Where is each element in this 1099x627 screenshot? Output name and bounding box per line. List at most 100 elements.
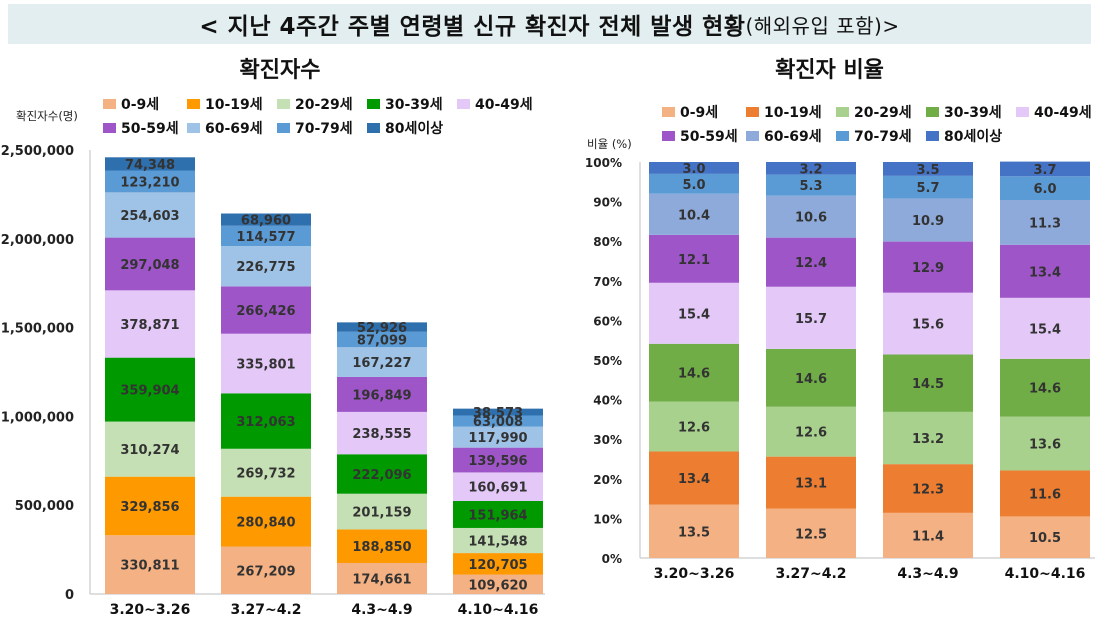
ratio-legend-swatch [1016, 107, 1029, 117]
ratio-legend-item: 0-9세 [662, 102, 746, 122]
ratio-data-label: 11.6 [1029, 487, 1061, 502]
ratio-data-label: 3.0 [682, 162, 705, 177]
ratio-bar-segment [1000, 244, 1090, 298]
count-data-label: 266,426 [236, 304, 295, 319]
count-bar-segment [105, 357, 195, 422]
ratio-legend-label: 70-79세 [854, 129, 912, 145]
count-bar-segment [221, 246, 311, 287]
count-data-label: 117,990 [468, 431, 527, 446]
count-data-label: 123,210 [120, 175, 179, 190]
count-bar-segment [337, 493, 427, 530]
count-bar-segment [337, 562, 427, 594]
ratio-data-label: 3.2 [799, 162, 822, 177]
ratio-chart-legend: 0-9세 10-19세 20-29세 30-39세 40-49세 50-59세 60-69세… [662, 102, 1099, 146]
ratio-data-label: 15.6 [912, 318, 944, 333]
count-data-label: 74,348 [125, 158, 175, 173]
ratio-y-tick-label: 70% [593, 275, 622, 289]
ratio-data-label: 12.1 [678, 253, 710, 268]
count-legend-swatch [277, 123, 290, 133]
count-legend-label: 0-9세 [121, 97, 160, 113]
count-legend-label: 20-29세 [295, 97, 353, 113]
count-data-label: 312,063 [236, 415, 295, 430]
ratio-legend-swatch [746, 131, 759, 141]
ratio-legend-label: 40-49세 [1034, 105, 1092, 121]
ratio-data-label: 6.0 [1033, 182, 1056, 197]
count-data-label: 167,227 [352, 356, 411, 371]
count-chart: 0 500,000 1,000,000 1,500,000 2,000,000 2,500… [1, 144, 545, 618]
ratio-legend-item: 10-19세 [746, 102, 836, 122]
ratio-legend-swatch [926, 107, 939, 117]
ratio-legend-item: 80세이상 [926, 126, 1016, 146]
count-y-tick-label: 0 [65, 588, 74, 603]
ratio-legend-swatch [662, 131, 675, 141]
ratio-legend-label: 10-19세 [764, 105, 822, 121]
ratio-bar-segment [1000, 200, 1090, 245]
count-bar-segment [221, 333, 311, 394]
ratio-y-tick-label: 10% [593, 512, 622, 526]
count-legend-item: 60-69세 [187, 118, 277, 138]
count-chart-title: 확진자수 [239, 58, 321, 83]
ratio-x-tick-label: 4.10~4.16 [1005, 566, 1086, 582]
count-data-label: 114,577 [236, 230, 295, 245]
count-legend-item: 10-19세 [187, 94, 277, 114]
ratio-bar-segment [766, 286, 856, 349]
count-data-label: 267,209 [236, 564, 295, 579]
ratio-data-label: 12.6 [678, 421, 710, 436]
ratio-bar-segment [1000, 470, 1090, 517]
count-data-label: 329,856 [120, 500, 179, 515]
count-bar-segment [337, 331, 427, 348]
count-bar-segment [453, 574, 543, 594]
ratio-legend-label: 80세이상 [944, 129, 1003, 145]
ratio-data-label: 14.6 [1029, 382, 1061, 397]
ratio-legend-swatch [662, 107, 675, 117]
count-data-label: 188,850 [352, 540, 411, 555]
ratio-legend-item: 50-59세 [662, 126, 746, 146]
count-bar-segment [453, 472, 543, 501]
count-bar-segment [105, 170, 195, 193]
ratio-bar-segment [883, 175, 973, 199]
ratio-data-label: 14.6 [678, 367, 710, 382]
count-bar-segment [221, 546, 311, 594]
count-legend-item: 50-59세 [103, 118, 187, 138]
count-bar-segment [453, 426, 543, 448]
count-bar-segment [453, 500, 543, 528]
ratio-y-tick-label: 50% [593, 354, 622, 368]
count-data-label: 141,548 [468, 535, 527, 550]
count-bar-segment [453, 527, 543, 554]
count-legend-label: 70-79세 [295, 121, 353, 137]
ratio-bar-segment [1000, 416, 1090, 471]
count-bar-segment [221, 496, 311, 547]
ratio-data-label: 14.5 [912, 377, 944, 392]
ratio-bar-segment [766, 348, 856, 407]
ratio-bar-segment [766, 508, 856, 558]
count-legend-item: 80세이상 [367, 118, 457, 138]
count-data-label: 378,871 [120, 318, 179, 333]
ratio-y-tick-label: 80% [593, 235, 622, 249]
count-legend-item: 30-39세 [367, 94, 457, 114]
count-data-label: 160,691 [468, 481, 527, 496]
count-data-label: 359,904 [120, 384, 179, 399]
count-bar-segment [105, 157, 195, 171]
count-x-tick-label: 4.10~4.16 [458, 602, 539, 618]
ratio-bar-segment [766, 237, 856, 287]
ratio-legend-label: 60-69세 [764, 129, 822, 145]
ratio-legend-item: 70-79세 [836, 126, 926, 146]
count-bar-segment [105, 535, 195, 594]
count-chart-legend: 0-9세 10-19세 20-29세 30-39세 40-49세 50-59세 60-69세… [103, 94, 547, 138]
count-chart-ylabel: 확진자수(명) [16, 109, 78, 123]
ratio-bar-segment [649, 162, 739, 174]
count-y-tick-label: 2,000,000 [1, 233, 74, 248]
count-x-tick-label: 3.20~3.26 [110, 602, 191, 618]
count-data-label: 280,840 [236, 516, 295, 531]
count-legend-item: 20-29세 [277, 94, 367, 114]
count-bar-segment [105, 476, 195, 536]
ratio-data-label: 13.4 [678, 472, 710, 487]
count-legend-label: 80세이상 [385, 121, 444, 137]
count-bar-segment [453, 447, 543, 473]
ratio-data-label: 14.6 [795, 372, 827, 387]
ratio-bar-segment [883, 411, 973, 465]
ratio-data-label: 12.4 [795, 256, 827, 271]
count-bar-segment [221, 213, 311, 226]
count-legend-item: 0-9세 [103, 94, 187, 114]
ratio-bar-segment [649, 173, 739, 194]
